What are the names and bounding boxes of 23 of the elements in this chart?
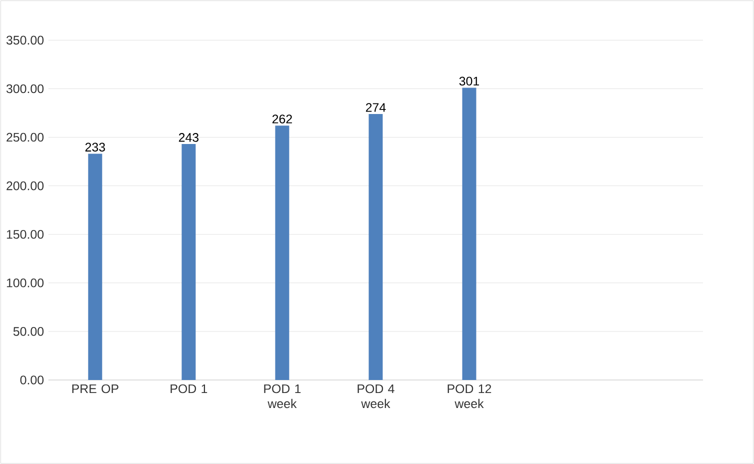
data-label: 243: [178, 132, 199, 142]
y-tick-label: 250.00: [6, 132, 44, 142]
y-tick-label: 350.00: [6, 36, 44, 45]
x-tick-label: POD 1 week: [264, 384, 301, 408]
y-tick-label: 150.00: [6, 230, 44, 239]
x-tick-label: POD 4 week: [358, 384, 394, 408]
data-label: 233: [85, 142, 105, 152]
y-tick-label: 200.00: [6, 181, 44, 190]
y-tick-label: 300.00: [6, 84, 44, 94]
x-tick-label: POD 12 week: [448, 384, 492, 408]
y-tick-label: 50.00: [13, 326, 44, 336]
y-tick-label: 100.00: [6, 278, 44, 288]
bar: [275, 126, 290, 380]
y-tick-label: 0.00: [20, 376, 44, 384]
bar: [368, 114, 383, 380]
bar: [182, 144, 196, 380]
x-tick-label: POD 1: [170, 384, 208, 394]
bar: [462, 88, 476, 380]
data-label: 274: [366, 103, 386, 112]
bar: [88, 154, 102, 380]
data-label: 262: [272, 114, 292, 124]
data-label: 301: [459, 76, 479, 86]
x-tick-label: PRE OP: [72, 384, 118, 394]
